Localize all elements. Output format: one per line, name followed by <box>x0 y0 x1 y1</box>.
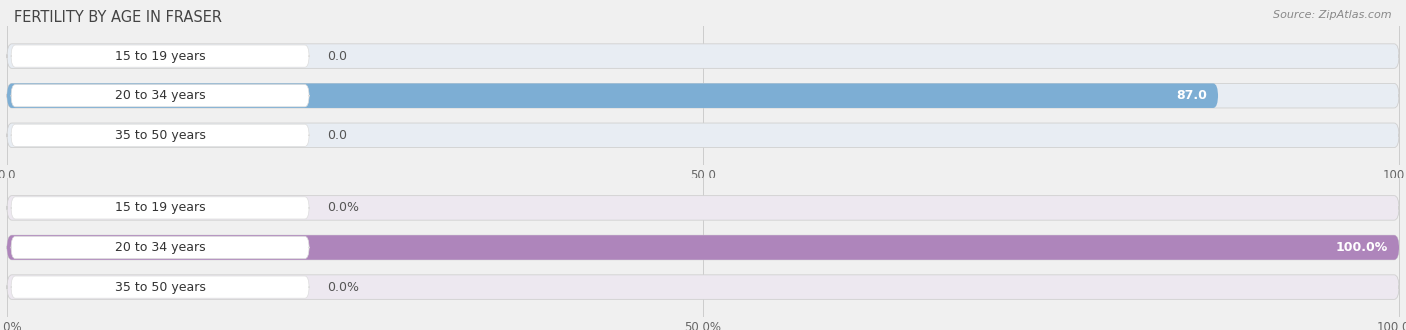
FancyBboxPatch shape <box>7 275 1399 299</box>
FancyBboxPatch shape <box>11 236 309 259</box>
FancyBboxPatch shape <box>11 197 309 219</box>
Text: 0.0: 0.0 <box>328 50 347 63</box>
Text: 15 to 19 years: 15 to 19 years <box>115 201 205 214</box>
Text: 0.0%: 0.0% <box>328 201 359 214</box>
Text: Source: ZipAtlas.com: Source: ZipAtlas.com <box>1274 10 1392 20</box>
Text: FERTILITY BY AGE IN FRASER: FERTILITY BY AGE IN FRASER <box>14 10 222 25</box>
Text: 0.0: 0.0 <box>328 129 347 142</box>
Text: 0.0%: 0.0% <box>328 280 359 294</box>
FancyBboxPatch shape <box>7 235 1399 260</box>
FancyBboxPatch shape <box>11 84 309 107</box>
FancyBboxPatch shape <box>7 123 1399 148</box>
Text: 15 to 19 years: 15 to 19 years <box>115 50 205 63</box>
FancyBboxPatch shape <box>7 196 1399 220</box>
Text: 35 to 50 years: 35 to 50 years <box>115 280 205 294</box>
FancyBboxPatch shape <box>11 124 309 147</box>
Text: 100.0%: 100.0% <box>1336 241 1388 254</box>
FancyBboxPatch shape <box>7 235 1399 260</box>
FancyBboxPatch shape <box>11 276 309 298</box>
FancyBboxPatch shape <box>11 45 309 67</box>
Text: 20 to 34 years: 20 to 34 years <box>115 89 205 102</box>
Text: 87.0: 87.0 <box>1175 89 1206 102</box>
Text: 35 to 50 years: 35 to 50 years <box>115 129 205 142</box>
FancyBboxPatch shape <box>7 83 1399 108</box>
FancyBboxPatch shape <box>7 44 1399 68</box>
Text: 20 to 34 years: 20 to 34 years <box>115 241 205 254</box>
FancyBboxPatch shape <box>7 83 1218 108</box>
